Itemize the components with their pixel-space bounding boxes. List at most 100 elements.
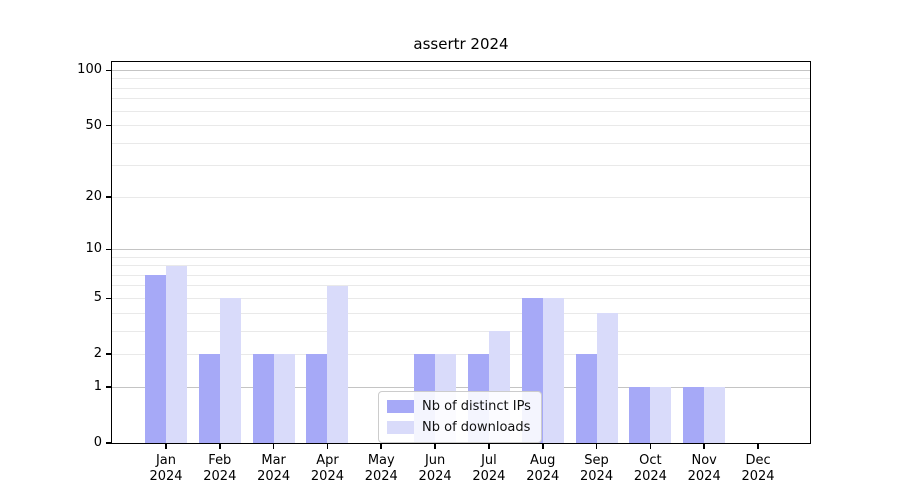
bar-downloads <box>704 387 726 443</box>
x-tick-label: May 2024 <box>353 453 409 485</box>
bar-distinct-ips <box>198 354 220 443</box>
y-tick-label: 5 <box>93 290 102 306</box>
x-tick-label-year: 2024 <box>149 469 183 484</box>
x-tick-label: Aug 2024 <box>515 453 571 485</box>
gridline-decade <box>112 248 810 250</box>
x-axis-tick <box>649 444 652 449</box>
y-axis-tick <box>106 353 111 356</box>
gridline-light <box>112 297 810 299</box>
x-tick-label-month: Oct <box>639 453 662 468</box>
x-tick-label-month: Apr <box>316 453 339 468</box>
x-tick-label-month: Jan <box>155 453 177 468</box>
bar-distinct-ips <box>629 387 651 443</box>
x-axis-tick <box>272 444 275 449</box>
bar-downloads <box>596 313 618 443</box>
bar-distinct-ips <box>252 354 274 443</box>
gridline-minor <box>112 265 810 267</box>
x-tick-label-month: Jun <box>424 453 446 468</box>
chart-title: assertr 2024 <box>413 35 509 53</box>
gridline-minor <box>112 330 810 332</box>
x-axis-tick <box>757 444 759 449</box>
y-axis-tick <box>106 297 111 300</box>
bar-distinct-ips <box>683 387 705 443</box>
bar-downloads <box>327 285 349 443</box>
gridline-minor <box>112 142 810 144</box>
x-tick-label: Apr 2024 <box>299 453 355 485</box>
y-tick-label: 1 <box>93 379 102 395</box>
gridline-minor <box>112 110 810 112</box>
bar-distinct-ips <box>575 354 597 443</box>
y-tick-label: 100 <box>77 62 102 78</box>
legend-swatch-distinct-ips <box>387 400 414 413</box>
x-tick-label: Feb 2024 <box>192 453 248 485</box>
x-tick-label-year: 2024 <box>418 469 452 484</box>
x-tick-label-year: 2024 <box>687 469 721 484</box>
x-tick-label: Oct 2024 <box>622 453 678 485</box>
x-tick-label: Dec 2024 <box>730 453 786 485</box>
gridline-minor <box>112 87 810 89</box>
gridline-decade <box>112 69 810 71</box>
x-tick-label-year: 2024 <box>741 469 775 484</box>
x-tick-label-year: 2024 <box>633 469 667 484</box>
x-tick-label-year: 2024 <box>364 469 398 484</box>
bar-distinct-ips <box>306 354 328 443</box>
x-tick-label-year: 2024 <box>203 469 237 484</box>
y-axis-tick <box>106 196 111 198</box>
x-tick-label-year: 2024 <box>472 469 506 484</box>
legend-label-distinct-ips: Nb of distinct IPs <box>422 399 531 414</box>
x-tick-label: Jun 2024 <box>407 453 463 485</box>
y-tick-label: 2 <box>93 346 102 362</box>
legend-row-distinct-ips: Nb of distinct IPs <box>387 399 531 414</box>
x-tick-label-month: Jul <box>481 453 497 468</box>
x-tick-label-month: Mar <box>261 453 286 468</box>
bar-downloads <box>273 354 295 443</box>
x-tick-label-month: Sep <box>584 453 609 468</box>
x-tick-label: Sep 2024 <box>569 453 625 485</box>
legend-label-downloads: Nb of downloads <box>422 420 531 435</box>
y-tick-label: 50 <box>85 117 102 133</box>
y-tick-label: 10 <box>85 241 102 257</box>
gridline-minor <box>112 312 810 314</box>
bar-downloads <box>219 298 241 443</box>
y-axis-tick <box>106 386 111 388</box>
x-axis-tick <box>326 444 329 449</box>
x-axis-tick <box>595 444 598 449</box>
x-axis-tick <box>380 444 383 449</box>
legend: Nb of distinct IPs Nb of downloads <box>378 391 542 443</box>
y-axis-tick <box>106 69 111 72</box>
x-axis-tick <box>541 444 544 449</box>
x-axis-tick <box>703 444 705 449</box>
gridline-light <box>112 125 810 127</box>
bar-distinct-ips <box>145 275 166 443</box>
gridline-minor <box>112 98 810 100</box>
x-axis-tick <box>434 444 436 449</box>
x-tick-label-year: 2024 <box>526 469 560 484</box>
y-tick-label: 20 <box>85 189 102 205</box>
bar-downloads <box>166 265 187 443</box>
gridline-minor <box>112 165 810 167</box>
gridline-decade <box>112 386 810 388</box>
y-axis-tick <box>106 124 111 127</box>
x-tick-label: Nov 2024 <box>676 453 732 485</box>
gridline-minor <box>112 274 810 276</box>
plot-area <box>112 62 810 443</box>
x-axis-tick <box>219 444 221 449</box>
x-tick-label-month: May <box>367 453 395 468</box>
legend-swatch-downloads <box>387 421 414 434</box>
x-tick-label-year: 2024 <box>580 469 614 484</box>
gridline-light <box>112 353 810 355</box>
legend-row-downloads: Nb of downloads <box>387 420 531 435</box>
x-tick-label-year: 2024 <box>310 469 344 484</box>
x-axis-tick <box>165 444 167 449</box>
x-tick-label-month: Nov <box>691 453 717 468</box>
y-axis-tick <box>106 248 111 251</box>
x-tick-label: Mar 2024 <box>246 453 302 485</box>
y-tick-label: 0 <box>93 435 102 450</box>
x-tick-label: Jul 2024 <box>461 453 517 485</box>
x-tick-label-month: Dec <box>745 453 771 468</box>
gridline-light <box>112 196 810 198</box>
x-tick-label: Jan 2024 <box>138 453 194 485</box>
gridline-minor <box>112 78 810 80</box>
bar-downloads <box>542 298 564 443</box>
